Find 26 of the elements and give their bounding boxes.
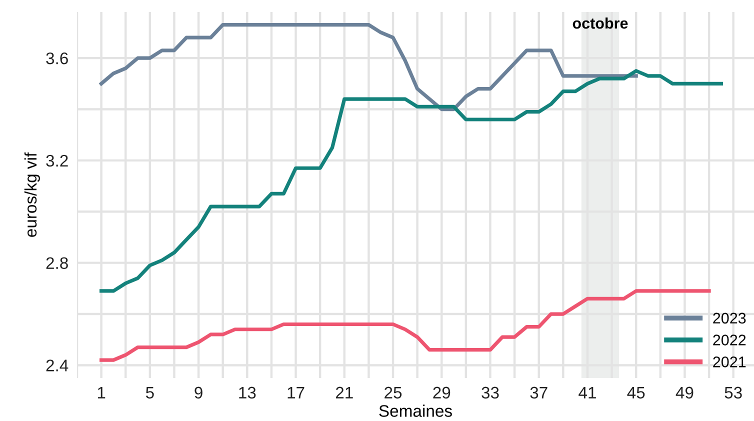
y-axis-title: euros/kg vif: [24, 152, 40, 237]
x-tick-label: 45: [627, 386, 645, 399]
legend-label: 2021: [713, 356, 746, 368]
x-tick-label: 13: [239, 386, 256, 399]
y-tick-label: 2.8: [46, 257, 68, 270]
y-tick-label: 2.4: [46, 360, 68, 372]
legend-label: 2022: [713, 334, 746, 346]
band-label: octobre: [572, 17, 628, 29]
x-tick-label: 1: [98, 386, 106, 398]
y-tick-label: 3.6: [46, 52, 68, 64]
legend-label: 2023: [713, 312, 746, 324]
x-tick-label: 25: [384, 386, 402, 399]
line-series: [100, 289, 711, 362]
x-tick-label: 49: [676, 386, 694, 399]
x-tick-label: 21: [336, 386, 353, 398]
x-tick-label: 29: [433, 386, 450, 399]
x-tick-label: 17: [288, 386, 304, 398]
x-tick-label: 41: [578, 386, 596, 398]
x-tick-label: 53: [724, 386, 742, 399]
y-tick-label: 3.2: [46, 154, 68, 167]
x-tick-label: 5: [146, 386, 154, 399]
x-axis-title: Semaines: [379, 404, 452, 417]
x-tick-label: 9: [194, 386, 202, 399]
x-tick-label: 37: [530, 386, 548, 399]
x-tick-label: 33: [482, 386, 499, 399]
line-series: [100, 69, 723, 293]
